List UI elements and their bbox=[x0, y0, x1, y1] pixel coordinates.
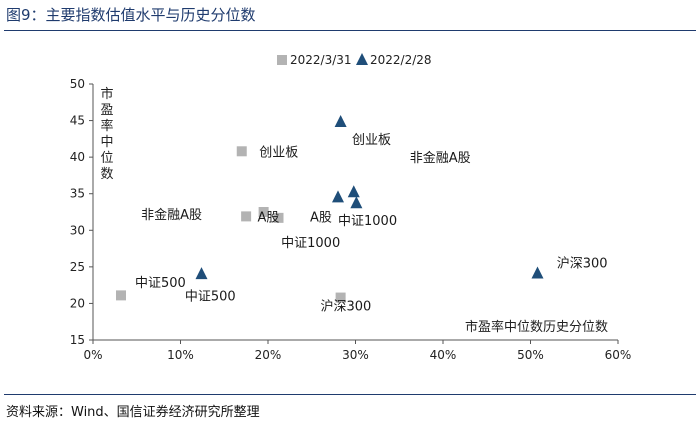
legend-marker bbox=[356, 53, 368, 65]
y-axis-title: 市盈率中位数 bbox=[100, 86, 113, 182]
data-point bbox=[350, 196, 363, 209]
point-label: 创业板 bbox=[259, 145, 298, 160]
point-label: 非金融A股 bbox=[410, 150, 471, 166]
x-tick-label: 30% bbox=[342, 348, 369, 362]
legend-marker bbox=[277, 55, 287, 65]
y-axis-title-char: 位 bbox=[100, 151, 113, 166]
y-tick-label: 25 bbox=[70, 260, 85, 274]
point-label: 创业板 bbox=[352, 133, 391, 148]
chart-marks bbox=[116, 115, 544, 303]
data-point bbox=[241, 211, 252, 222]
y-axis-title-char: 数 bbox=[100, 167, 113, 182]
legend-label: 2022/3/31 bbox=[290, 53, 352, 67]
point-label: 中证500 bbox=[185, 289, 236, 304]
data-point bbox=[116, 290, 126, 301]
y-tick-label: 15 bbox=[70, 333, 85, 347]
data-point bbox=[334, 115, 347, 128]
x-tick-label: 10% bbox=[167, 348, 194, 362]
data-point bbox=[273, 212, 284, 223]
y-tick-label: 40 bbox=[70, 150, 85, 164]
title-divider bbox=[4, 30, 696, 31]
point-label: 中证1000 bbox=[338, 214, 397, 229]
y-tick-label: 45 bbox=[70, 114, 85, 128]
point-label: 非金融A股 bbox=[141, 207, 202, 223]
point-label: 中证1000 bbox=[281, 236, 340, 251]
x-tick-label: 60% bbox=[605, 348, 632, 362]
x-tick-label: 50% bbox=[517, 348, 544, 362]
point-label: A股 bbox=[310, 210, 332, 225]
x-axis-title: 市盈率中位数历史分位数 bbox=[465, 319, 608, 335]
x-tick-label: 40% bbox=[430, 348, 457, 362]
data-point bbox=[258, 207, 269, 217]
legend-label: 2022/2/28 bbox=[370, 53, 432, 67]
data-point bbox=[332, 190, 344, 203]
y-tick-label: 20 bbox=[70, 296, 85, 310]
source-note: 资料来源：Wind、国信证券经济研究所整理 bbox=[6, 405, 260, 420]
x-tick-label: 20% bbox=[255, 348, 282, 362]
y-axis-title-char: 市 bbox=[100, 86, 113, 102]
point-label: A股 bbox=[258, 210, 280, 225]
footer-divider bbox=[4, 394, 696, 395]
point-label: 中证500 bbox=[135, 276, 186, 291]
y-axis-title-char: 率 bbox=[100, 118, 113, 134]
y-tick-label: 30 bbox=[70, 223, 85, 237]
y-tick-label: 50 bbox=[70, 77, 85, 91]
x-tick-label: 0% bbox=[83, 348, 102, 362]
y-axis-title-char: 盈 bbox=[100, 103, 113, 118]
figure-title: 图9：主要指数估值水平与历史分位数 bbox=[6, 6, 256, 24]
data-point bbox=[531, 266, 544, 279]
data-point bbox=[195, 267, 208, 280]
point-label: 沪深300 bbox=[557, 255, 608, 271]
y-tick-label: 35 bbox=[70, 187, 85, 201]
y-axis-title-char: 中 bbox=[100, 135, 113, 150]
point-label: 沪深300 bbox=[321, 299, 372, 315]
data-point bbox=[347, 185, 360, 198]
data-point bbox=[335, 292, 346, 303]
data-point bbox=[236, 146, 247, 157]
chart-legend: 2022/3/31 2022/2/28 bbox=[277, 53, 432, 67]
